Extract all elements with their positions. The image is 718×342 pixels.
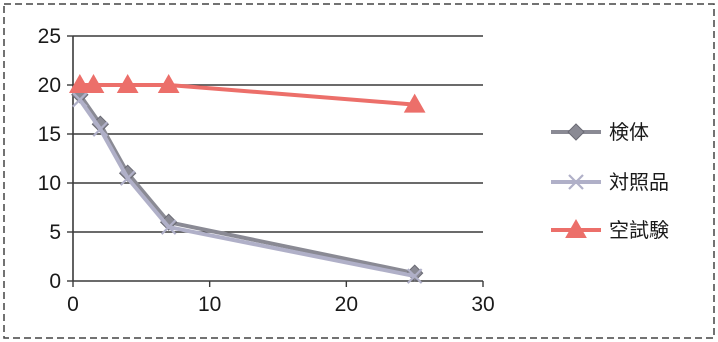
series-group: [68, 73, 426, 284]
legend-item: 空試験: [551, 218, 669, 242]
x-tick-label: 10: [198, 293, 221, 316]
triangle-marker: [82, 73, 105, 93]
y-tick-label: 5: [49, 221, 61, 244]
y-tick-label: 15: [38, 123, 61, 146]
legend-label: 空試験: [609, 218, 669, 242]
y-tick-label: 10: [38, 172, 61, 195]
x-marker-stroke: [92, 121, 109, 137]
triangle-marker: [565, 218, 587, 238]
x-marker-stroke: [406, 268, 423, 284]
x-marker-stroke: [72, 91, 88, 108]
legend-item: 検体: [551, 120, 649, 144]
triangle-marker: [68, 73, 91, 93]
triangle-marker: [157, 73, 180, 93]
x-marker-stroke: [568, 174, 584, 190]
x-marker: [72, 91, 88, 108]
x-marker: [406, 268, 423, 284]
legend-item: 対照品: [551, 170, 669, 194]
x-marker-stroke: [119, 170, 136, 186]
legend-label: 対照品: [609, 170, 669, 194]
y-tick-label: 25: [38, 25, 61, 48]
x-marker: [92, 121, 109, 137]
x-marker: [160, 219, 177, 235]
x-marker: [119, 170, 136, 186]
series-3: [68, 73, 426, 113]
chart-frame: [3, 3, 715, 339]
triangle-marker: [116, 73, 139, 93]
series-2: [72, 91, 423, 284]
x-tick-label: 0: [67, 293, 79, 316]
x-tick-label: 20: [335, 293, 358, 316]
x-tick-label: 30: [471, 293, 494, 316]
triangle-marker: [403, 93, 426, 113]
y-tick-label: 20: [38, 74, 61, 97]
x-marker-stroke: [160, 219, 177, 235]
legend-label: 検体: [609, 120, 649, 144]
x-marker: [568, 174, 584, 190]
y-tick-label: 0: [49, 270, 61, 293]
diamond-marker: [567, 123, 585, 141]
